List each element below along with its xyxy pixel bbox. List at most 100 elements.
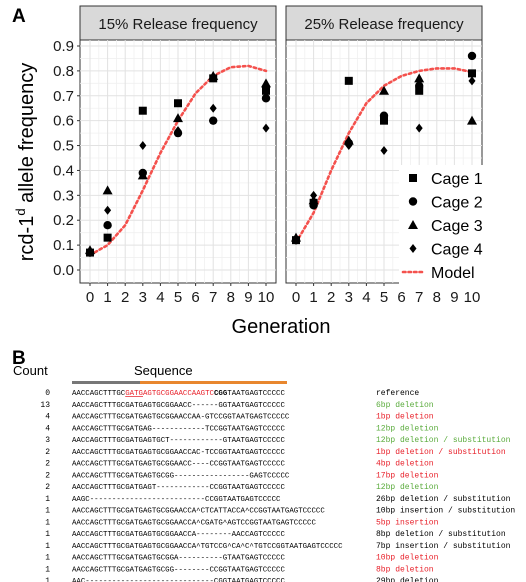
data-point-cage-4 <box>139 141 147 151</box>
y-axis-title-superscript: d <box>13 208 28 215</box>
legend-label: Cage 4 <box>431 242 483 259</box>
x-tick-label: 6 <box>191 289 199 306</box>
data-point-cage-4 <box>415 123 423 133</box>
data-point-cage-1 <box>468 69 476 78</box>
row-count: 1 <box>45 507 50 516</box>
x-tick-label: 2 <box>327 289 335 306</box>
row-sequence: AACCAGCTTTGCGATGAGTGCGGAACCAC-TCCGGTAATG… <box>72 449 285 457</box>
facet-title: 25% Release frequency <box>304 16 464 33</box>
legend-label: Cage 2 <box>431 195 483 212</box>
facet-strip <box>285 5 483 41</box>
data-point-cage-1 <box>380 116 388 125</box>
facet-title: 15% Release frequency <box>98 16 258 33</box>
reference-segment: CGG <box>214 390 228 398</box>
x-tick-label: 4 <box>362 289 370 306</box>
data-point-cage-4 <box>104 205 112 215</box>
data-point-cage-1 <box>138 106 147 115</box>
data-point-cage-4 <box>262 123 270 133</box>
alignment-row: 1 AAC-----------------------------CGGTAAT… <box>45 577 438 582</box>
row-count: 2 <box>45 460 50 469</box>
alignment-row: 2 AACCAGCTTTGCGATGAGTGCGG----------------… <box>45 471 438 480</box>
data-point-cage-4 <box>86 248 94 258</box>
data-point-cage-3 <box>414 73 425 83</box>
row-label: 29bp deletion <box>376 577 439 582</box>
x-tick-label: 0 <box>292 289 300 306</box>
legend-key-square <box>409 174 417 182</box>
row-label: reference <box>376 389 419 398</box>
x-tick-label: 0 <box>86 289 94 306</box>
row-count: 2 <box>45 471 50 480</box>
row-sequence: AACCAGCTTTGCGATGAGTGCT------------GTAATG… <box>72 437 285 445</box>
row-label: 1bp deletion <box>376 413 434 422</box>
data-point-cage-3 <box>137 170 148 180</box>
sequence-header: Sequence <box>134 363 193 378</box>
row-label: 12bp deletion <box>376 483 439 492</box>
alignment-row: 3 AACCAGCTTTGCGATGAGTGCT------------GTAAT… <box>45 436 510 445</box>
alignment-row: 1 AACCAGCTTTGCGATGAGTGCGGA----------GTAAT… <box>45 554 438 563</box>
legend: Cage 1 Cage 2 Cage 3 Cage 4 Model <box>399 165 509 289</box>
data-point-cage-3 <box>173 113 183 123</box>
row-label: 8bp deletion / substitution <box>376 530 506 539</box>
alignment-row: 1 AACCAGCTTTGCGATGAGTGCGGAACCA--------AAC… <box>45 530 506 539</box>
x-tick-label: 2 <box>121 289 129 306</box>
data-point-cage-2 <box>415 81 424 91</box>
y-tick-label: 0.7 <box>53 88 74 105</box>
y-tick-label: 0.2 <box>53 212 74 229</box>
x-tick-label: 1 <box>309 289 317 306</box>
data-point-cage-3 <box>379 85 389 95</box>
x-axis-title: Generation <box>232 316 331 338</box>
row-count: 3 <box>45 436 50 445</box>
alignment-row: 13 AACCAGCTTTGCGATGAGTGCGGAACC------GGTAA… <box>40 401 433 410</box>
alignment-row: 1 AAGC--------------------------CCGGTAATG… <box>45 495 510 504</box>
data-point-cage-2 <box>103 221 112 230</box>
reference-segment: AACCAGCTTTGC <box>72 390 126 398</box>
data-point-cage-2 <box>467 51 477 61</box>
y-tick-label: 0.1 <box>53 237 74 254</box>
data-point-cage-1 <box>344 76 353 85</box>
row-sequence: AACCAGCTTTGCGATGAG------------TCCGGTAATG… <box>72 425 285 433</box>
legend-label: Cage 1 <box>431 171 483 188</box>
panel-b-alignment: Count Sequence 0 AACCAGCTTTGCGATGAGTGCGGAAC… <box>13 363 515 582</box>
data-point-cage-3 <box>261 78 271 88</box>
data-point-cage-4 <box>292 235 300 245</box>
y-tick-label: 0.9 <box>53 38 74 55</box>
row-count: 1 <box>45 554 50 563</box>
row-label: 1bp deletion / substitution <box>376 448 506 457</box>
x-tick-label: 8 <box>433 289 441 306</box>
x-tick-label: 3 <box>139 289 147 306</box>
alignment-row: 1 AACCAGCTTTGCGATGAGTGCGG--------CCGGTAAT… <box>45 565 434 574</box>
data-point-cage-2 <box>261 94 271 103</box>
data-point-cage-1 <box>415 86 424 95</box>
data-point-cage-3 <box>102 185 113 195</box>
row-sequence: AACCAGCTTTGCGATGAGTGCGGAACCA^CTCATTACCA^… <box>72 507 325 516</box>
x-tick-label: 7 <box>209 289 217 306</box>
data-point-cage-4 <box>345 141 353 151</box>
alignment-row: 2 AACCAGCTTTGCGATGAGTGCGGAACC----CCGGTAAT… <box>45 460 434 469</box>
row-sequence: AACCAGCTTTGCGATGAGTGCGGAACCA^TGTCCG^CA^C… <box>72 542 343 551</box>
row-count: 1 <box>45 577 50 582</box>
row-label: 10bp deletion <box>376 554 439 563</box>
row-label: 26bp deletion / substitution <box>376 495 511 504</box>
row-label: 17bp deletion <box>376 471 439 480</box>
row-sequence: AACCAGCTTTGCGATGAGTGCGGAACCAAGTCCGGTAATG… <box>72 390 285 398</box>
data-point-cage-3 <box>343 135 354 145</box>
panel-b-label: B <box>12 348 26 369</box>
facet-1: 15% Release frequency 0 1 2 3 4 5 6 7 8 9 10 <box>79 5 277 306</box>
row-sequence: AACCAGCTTTGCGATGAGTGCGGAACCA--------AACC… <box>72 531 285 539</box>
alignment-row: 1 AACCAGCTTTGCGATGAGTGCGGAACCA^CTCATTACCA… <box>45 507 515 516</box>
facet-strip <box>79 5 277 41</box>
alignment-row: 4 AACCAGCTTTGCGATGAG------------TCCGGTAAT… <box>45 424 438 433</box>
legend-label: Model <box>431 265 475 282</box>
x-tick-label: 7 <box>415 289 423 306</box>
x-tick-label: 3 <box>345 289 353 306</box>
y-tick-label: 0.3 <box>53 187 74 204</box>
alignment-row: 4 AACCAGCTTTGCGATGAGTGCGGAACCAA-GTCCGGTAA… <box>45 413 434 422</box>
row-count: 0 <box>45 389 50 398</box>
y-tick-label: 0.4 <box>53 162 74 179</box>
y-tick-label: 0.8 <box>53 63 74 80</box>
row-sequence: AACCAGCTTTGCGATGAGTGCGGAACCA^CGATG^AGTCC… <box>72 518 316 527</box>
alignment-row: 2 AACCAGCTTTGCGATGAGT------------CCGGTAAT… <box>45 483 438 492</box>
row-count: 4 <box>45 413 50 422</box>
